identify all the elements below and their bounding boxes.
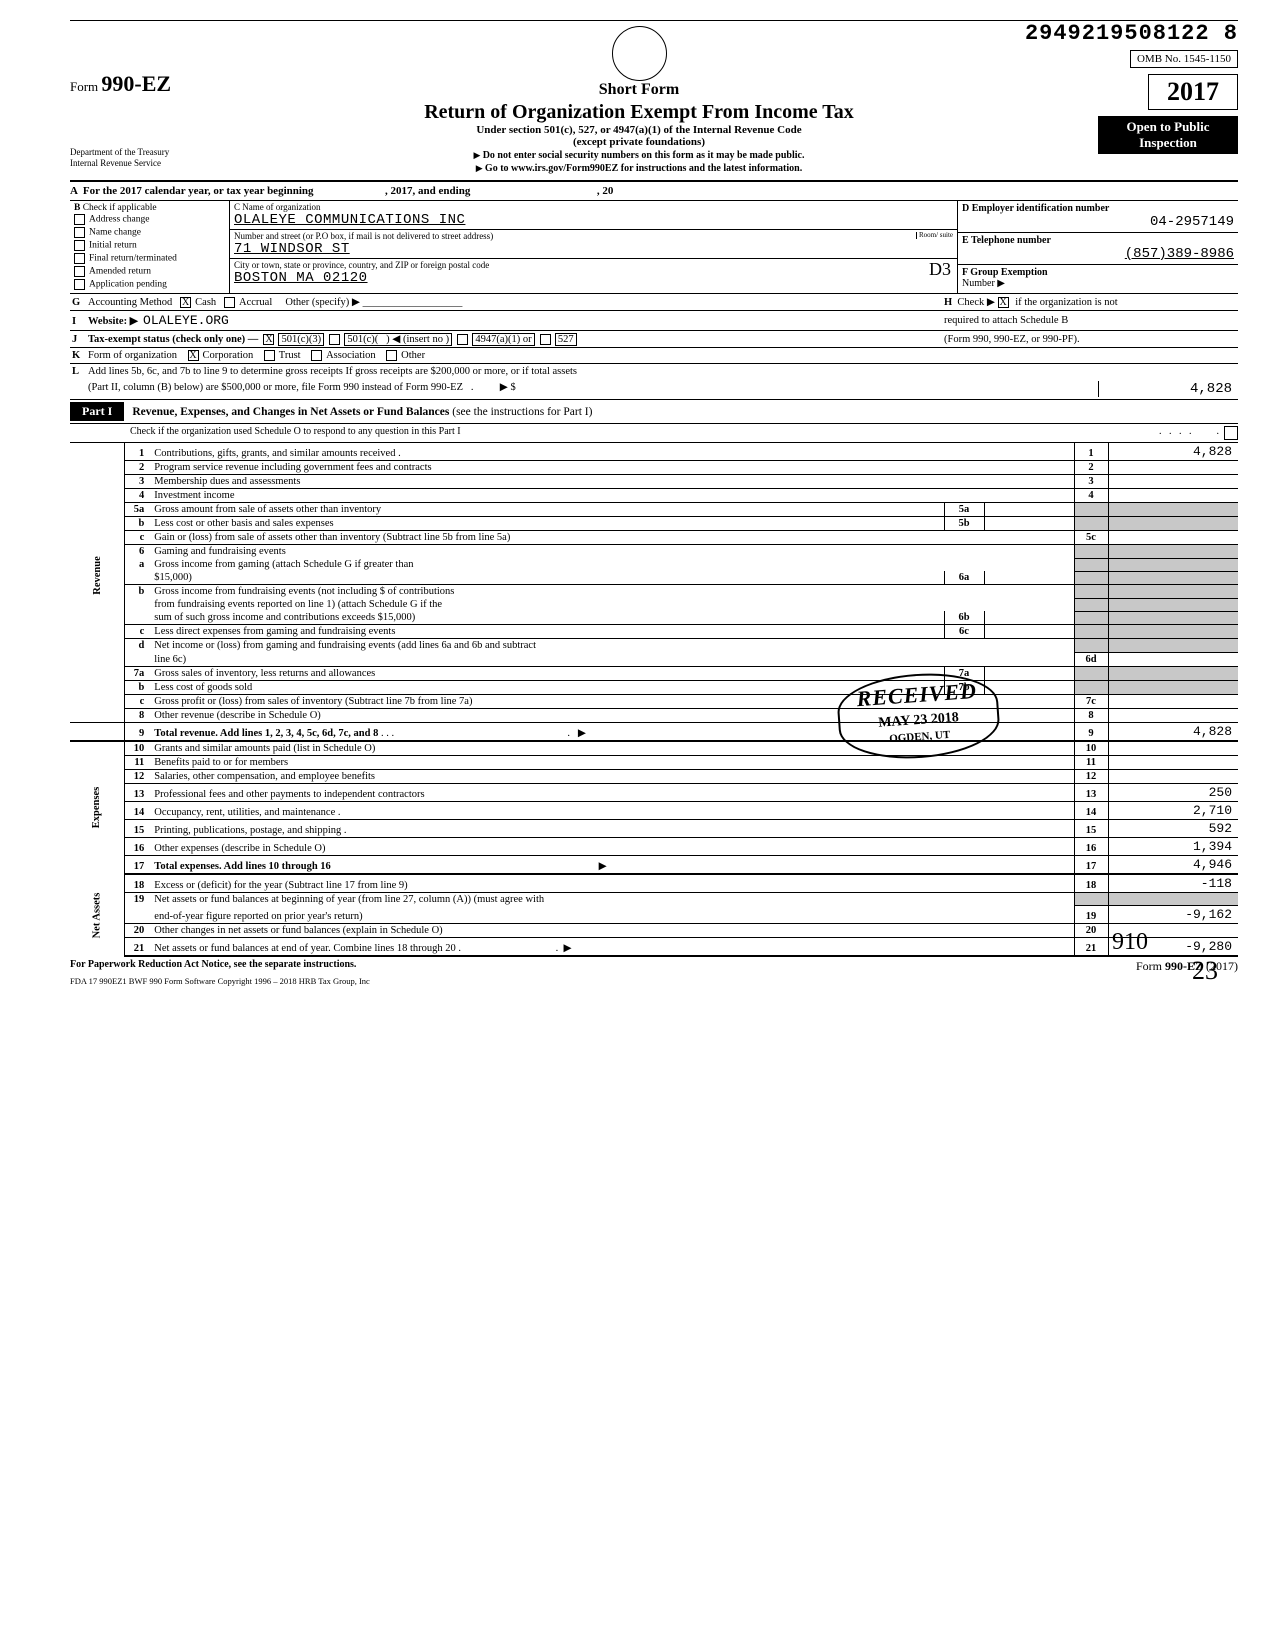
entity-block: B Check if applicable Address change Nam…: [70, 201, 1238, 294]
line-4-amt: [1108, 489, 1238, 503]
org-name-label: C Name of organization: [234, 202, 321, 212]
line-13-amt: 250: [1108, 783, 1238, 801]
col-b-checkboxes: B Check if applicable Address change Nam…: [70, 201, 230, 293]
goto-url: Go to www.irs.gov/Form990EZ for instruct…: [300, 163, 978, 174]
schedule-o-checkbox[interactable]: [1224, 426, 1238, 440]
form-prefix: Form: [70, 79, 98, 94]
room-suite-label: Room/ suite: [916, 232, 955, 239]
row-k: KForm of organization XCorporation Trust…: [70, 348, 1238, 364]
line-2-amt: [1108, 461, 1238, 475]
handwritten-23: 23: [1192, 956, 1218, 986]
hand-d3: D3: [929, 259, 951, 280]
group-exemption-number-label: Number ▶: [962, 278, 1005, 289]
line-12-amt: [1108, 769, 1238, 783]
chk-schedule-b[interactable]: X: [998, 297, 1009, 308]
line-7c-amt: [1108, 694, 1238, 708]
line-14-amt: 2,710: [1108, 801, 1238, 819]
phone-label: E Telephone number: [962, 235, 1051, 246]
chk-trust[interactable]: [264, 350, 275, 361]
software-copyright: FDA 17 990EZ1 BWF 990 Form Software Copy…: [70, 974, 1238, 986]
dept-line1: Department of the Treasury: [70, 147, 290, 158]
part-1-sub: Check if the organization used Schedule …: [70, 424, 1238, 443]
line-5c-amt: [1108, 531, 1238, 545]
subtitle-except: (except private foundations): [300, 136, 978, 148]
schedule-b-tail: required to attach Schedule B: [938, 315, 1238, 326]
line-3-amt: [1108, 475, 1238, 489]
part-1-header: Part I Revenue, Expenses, and Changes in…: [70, 400, 1238, 424]
expenses-label: Expenses: [91, 787, 102, 828]
dln: 2949219508122 8: [988, 21, 1238, 46]
line-8-amt: [1108, 708, 1238, 722]
chk-address-change[interactable]: [74, 214, 85, 225]
open-public: Open to PublicInspection: [1098, 116, 1238, 154]
org-name: OLALEYE COMMUNICATIONS INC: [234, 212, 953, 228]
subtitle-code: Under section 501(c), 527, or 4947(a)(1)…: [300, 124, 978, 136]
chk-other-org[interactable]: [386, 350, 397, 361]
chk-assoc[interactable]: [311, 350, 322, 361]
form-number: 990-EZ: [101, 71, 171, 96]
dept-line2: Internal Revenue Service: [70, 158, 290, 169]
row-i: IWebsite: ▶ OLALEYE.ORG required to atta…: [70, 311, 1238, 331]
footer: For Paperwork Reduction Act Notice, see …: [70, 957, 1238, 974]
chk-501c[interactable]: [329, 334, 340, 345]
ein-label: D Employer identification number: [962, 203, 1109, 214]
chk-name-change[interactable]: [74, 227, 85, 238]
row-g-h: GAccounting Method XCash Accrual Other (…: [70, 294, 1238, 311]
title-block: Short Form Return of Organization Exempt…: [290, 21, 988, 176]
line-18-amt: -118: [1108, 874, 1238, 893]
city-state-zip: BOSTON MA 02120: [234, 270, 953, 286]
line-9-amt: 4,828: [1108, 722, 1238, 741]
line-19-amt: -9,162: [1108, 906, 1238, 924]
line-15-amt: 592: [1108, 819, 1238, 837]
chk-app-pending[interactable]: [74, 279, 85, 290]
line-6d-amt: [1108, 652, 1238, 666]
form-id-block: Form 990-EZ Department of the Treasury I…: [70, 21, 290, 169]
city-label: City or town, state or province, country…: [234, 260, 489, 270]
header: Form 990-EZ Department of the Treasury I…: [70, 21, 1238, 182]
chk-final-return[interactable]: [74, 253, 85, 264]
line-1-amt: 4,828: [1108, 443, 1238, 461]
ssn-warning: Do not enter social security numbers on …: [300, 150, 978, 161]
row-l: L Add lines 5b, 6c, and 7b to line 9 to …: [70, 364, 1238, 379]
line-17-amt: 4,946: [1108, 855, 1238, 874]
main-title: Return of Organization Exempt From Incom…: [300, 101, 978, 124]
omb-number: OMB No. 1545-1150: [1130, 50, 1238, 68]
line-11-amt: [1108, 755, 1238, 769]
tax-year: 2017: [1148, 74, 1238, 110]
ein: 04-2957149: [962, 214, 1234, 230]
line-16-amt: 1,394: [1108, 837, 1238, 855]
chk-accrual[interactable]: [224, 297, 235, 308]
part-1-tab: Part I: [70, 402, 124, 421]
paperwork-notice: For Paperwork Reduction Act Notice, see …: [70, 959, 1136, 974]
right-header: 2949219508122 8 OMB No. 1545-1150 2017 O…: [988, 21, 1238, 154]
short-form-label: Short Form: [300, 81, 978, 99]
row-j: JTax-exempt status (check only one) — X5…: [70, 331, 1238, 348]
group-exemption-label: F Group Exemption: [962, 267, 1048, 278]
col-def: D Employer identification number 04-2957…: [958, 201, 1238, 293]
col-c-name-address: C Name of organization OLALEYE COMMUNICA…: [230, 201, 958, 293]
phone: (857)389-8986: [962, 246, 1234, 262]
net-assets-label: Net Assets: [91, 892, 102, 938]
chk-527[interactable]: [540, 334, 551, 345]
addr-label: Number and street (or P.O box, if mail i…: [234, 231, 493, 241]
chk-amended[interactable]: [74, 266, 85, 277]
street-address: 71 WINDSOR ST: [234, 241, 953, 257]
handwritten-910: 910: [1112, 929, 1148, 956]
form-page: Form 990-EZ Department of the Treasury I…: [70, 20, 1238, 986]
gross-receipts: 4,828: [1098, 381, 1238, 397]
revenue-label: Revenue: [91, 557, 102, 596]
line-table: Revenue 1Contributions, gifts, grants, a…: [70, 443, 1238, 957]
chk-corp[interactable]: X: [188, 350, 199, 361]
form-ref: Form 990-EZ (2017): [1136, 959, 1238, 974]
chk-4947[interactable]: [457, 334, 468, 345]
irs-logo: [612, 26, 667, 81]
website: OLALEYE.ORG: [143, 313, 229, 328]
chk-initial-return[interactable]: [74, 240, 85, 251]
row-j-right: (Form 990, 990-EZ, or 990-PF).: [938, 334, 1238, 345]
chk-cash[interactable]: X: [180, 297, 191, 308]
row-a-tax-year: A For the 2017 calendar year, or tax yea…: [70, 182, 1238, 201]
chk-501c3[interactable]: X: [263, 334, 274, 345]
row-l-2: (Part II, column (B) below) are $500,000…: [70, 379, 1238, 400]
line-10-amt: [1108, 741, 1238, 756]
